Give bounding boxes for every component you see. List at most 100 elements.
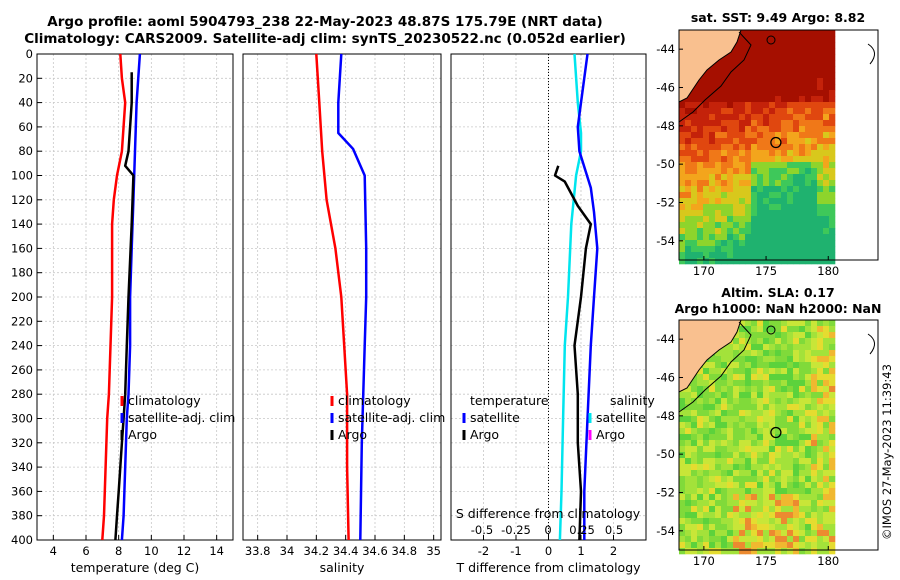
data-cell (697, 126, 704, 133)
data-cell (769, 518, 776, 525)
data-cell (805, 374, 812, 381)
data-cell (715, 168, 722, 175)
y-tick-label: 160 (11, 241, 33, 255)
data-cell (709, 458, 716, 465)
data-cell (745, 422, 752, 429)
data-cell (685, 398, 692, 405)
data-cell (817, 30, 824, 37)
data-cell (799, 410, 806, 417)
data-cell (799, 54, 806, 61)
data-cell (787, 144, 794, 151)
data-cell (715, 434, 722, 441)
data-cell (685, 96, 692, 103)
data-cell (763, 536, 770, 543)
data-cell (697, 368, 704, 375)
data-cell (715, 96, 722, 103)
data-cell (787, 126, 794, 133)
data-cell (715, 464, 722, 471)
data-cell (805, 210, 812, 217)
data-cell (751, 78, 758, 85)
data-cell (691, 404, 698, 411)
data-cell (727, 204, 734, 211)
data-cell (739, 132, 746, 139)
data-cell (817, 216, 824, 223)
data-cell (805, 36, 812, 43)
data-cell (733, 156, 740, 163)
data-cell (823, 476, 830, 483)
data-cell (697, 174, 704, 181)
data-cell (679, 252, 686, 259)
data-cell (799, 440, 806, 447)
data-cell (829, 404, 836, 411)
data-cell (703, 228, 710, 235)
data-cell (727, 350, 734, 357)
data-cell (817, 36, 824, 43)
data-cell (691, 144, 698, 151)
data-cell (775, 120, 782, 127)
data-cell (733, 476, 740, 483)
data-cell (745, 482, 752, 489)
data-cell (715, 512, 722, 519)
data-cell (751, 54, 758, 61)
data-cell (757, 500, 764, 507)
data-cell (817, 192, 824, 199)
data-cell (775, 258, 782, 265)
data-cell (799, 470, 806, 477)
data-cell (739, 72, 746, 79)
data-cell (721, 246, 728, 253)
data-cell (721, 222, 728, 229)
data-cell (685, 180, 692, 187)
data-cell (787, 362, 794, 369)
data-cell (775, 150, 782, 157)
data-cell (691, 518, 698, 525)
data-cell (763, 434, 770, 441)
data-cell (757, 108, 764, 115)
data-cell (757, 464, 764, 471)
data-cell (775, 452, 782, 459)
map-x-tick-label: 180 (817, 554, 839, 568)
data-cell (817, 350, 824, 357)
data-cell (739, 240, 746, 247)
data-cell (775, 30, 782, 37)
data-cell (823, 240, 830, 247)
data-cell (817, 434, 824, 441)
data-cell (739, 54, 746, 61)
data-cell (763, 180, 770, 187)
data-cell (733, 192, 740, 199)
data-cell (811, 536, 818, 543)
data-cell (745, 344, 752, 351)
data-cell (715, 192, 722, 199)
data-cell (793, 332, 800, 339)
data-cell (757, 36, 764, 43)
data-cell (829, 102, 836, 109)
data-cell (781, 216, 788, 223)
data-cell (775, 186, 782, 193)
data-cell (745, 350, 752, 357)
data-cell (829, 246, 836, 253)
data-cell (679, 518, 686, 525)
data-cell (799, 120, 806, 127)
data-cell (697, 536, 704, 543)
data-cell (763, 476, 770, 483)
data-cell (697, 422, 704, 429)
data-cell (823, 102, 830, 109)
data-cell (763, 174, 770, 181)
data-cell (775, 138, 782, 145)
data-cell (763, 374, 770, 381)
data-cell (763, 258, 770, 265)
data-cell (763, 452, 770, 459)
data-cell (733, 470, 740, 477)
data-cell (787, 518, 794, 525)
data-cell (751, 42, 758, 49)
data-cell (715, 222, 722, 229)
data-cell (787, 228, 794, 235)
data-cell (769, 482, 776, 489)
data-cell (685, 524, 692, 531)
data-cell (763, 150, 770, 157)
data-cell (823, 222, 830, 229)
data-cell (829, 512, 836, 519)
data-cell (787, 500, 794, 507)
data-cell (793, 60, 800, 67)
data-cell (697, 180, 704, 187)
data-cell (757, 204, 764, 211)
